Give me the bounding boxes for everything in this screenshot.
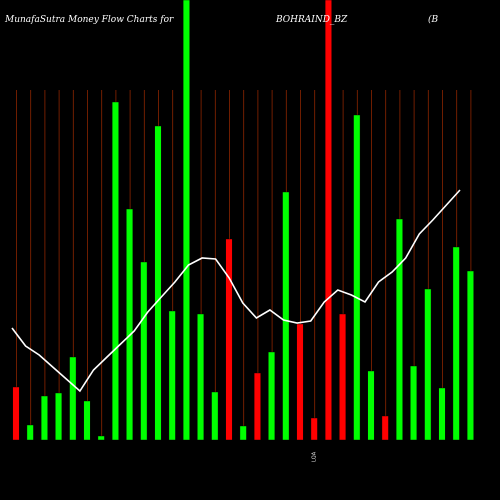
bar-red (381, 415, 389, 441)
bar-green (282, 191, 290, 441)
bar-green (55, 392, 63, 441)
bar-green (69, 356, 77, 441)
bar-green (40, 395, 48, 441)
bar-green (239, 425, 247, 441)
bar-green (83, 400, 91, 441)
bar-green (97, 435, 105, 441)
bar-red (225, 238, 233, 441)
bar-green (140, 261, 148, 441)
bar-green (154, 125, 162, 441)
bar-green (466, 270, 474, 441)
bar-red (296, 323, 304, 441)
bar-green (424, 288, 432, 441)
bar-green (452, 246, 460, 441)
bar-green (111, 101, 119, 441)
bar-green (182, 0, 190, 441)
bar-green (126, 208, 134, 441)
bar-green (438, 387, 446, 441)
bar-green (410, 365, 418, 441)
bar-red (253, 372, 261, 441)
chart-symbol-suffix: (B (428, 14, 439, 25)
bar-green (168, 310, 176, 441)
bar-red (310, 417, 318, 441)
bars (12, 0, 474, 441)
money-flow-trend-line (11, 189, 461, 393)
annotation-label: LQA (312, 451, 318, 462)
bar-red (12, 386, 20, 441)
bar-green (26, 424, 34, 441)
bar-green (367, 370, 375, 441)
bar-red (339, 313, 347, 441)
bar-green (395, 218, 403, 441)
bar-green (197, 313, 205, 441)
chart-symbol: BOHRAIND_BZ (275, 15, 348, 25)
bar-green (268, 351, 276, 441)
bar-green (353, 114, 361, 441)
bar-green (211, 391, 219, 441)
bar-red (324, 0, 332, 441)
annotations: LQA (312, 451, 318, 462)
chart-title: MunafaSutra Money Flow Charts for (4, 15, 174, 25)
